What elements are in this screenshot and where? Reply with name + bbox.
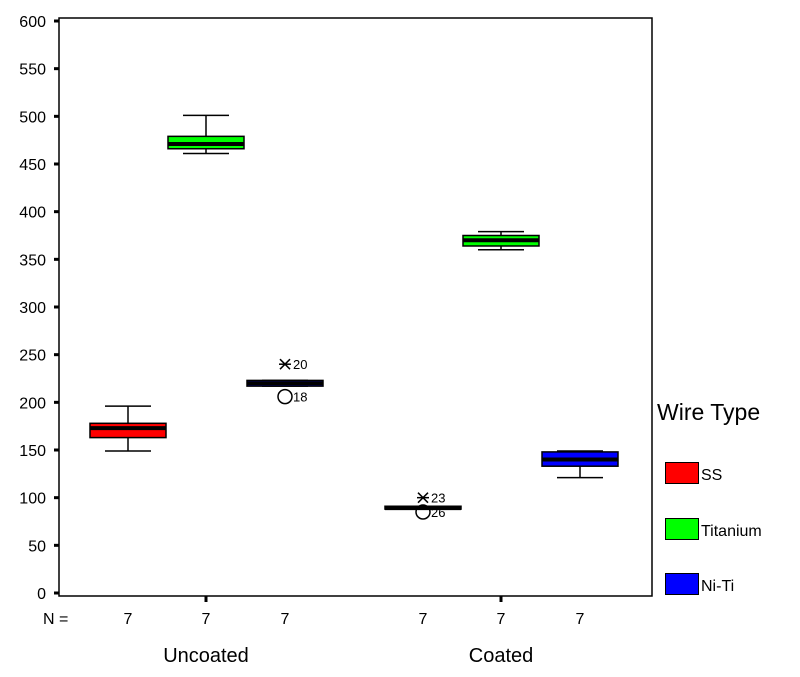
outlier-18	[277, 388, 293, 405]
y-axis: 0 50 100 150 200 250 300 350 400 450 500 550 600	[19, 14, 503, 603]
box-iqr	[89, 422, 167, 439]
legend-swatch-ss	[665, 462, 699, 484]
group-label-coated: Coated	[469, 645, 534, 667]
y-tick-label-100: 100	[19, 491, 46, 508]
n-value: 7	[497, 611, 506, 628]
y-tick-label-600: 600	[19, 14, 46, 31]
y-tick-label-550: 550	[19, 62, 46, 79]
outlier-extreme-20	[279, 358, 291, 370]
plot-frame	[58, 17, 653, 597]
n-value: 7	[419, 611, 428, 628]
n-value: 7	[202, 611, 211, 628]
box-coated-ni-ti	[541, 450, 619, 479]
n-label: N =	[43, 611, 68, 628]
box-uncoated-ss	[89, 405, 167, 452]
outlier-label-26: 26	[431, 505, 445, 520]
y-tick-label-0: 0	[37, 586, 46, 603]
y-tick-label-450: 450	[19, 157, 46, 174]
legend-swatch-ni-ti	[665, 573, 699, 595]
legend-label-ss: SS	[701, 467, 723, 484]
n-value: 7	[124, 611, 133, 628]
box-coated-titanium	[462, 230, 540, 251]
n-value: 7	[281, 611, 290, 628]
legend-item-ni-ti: Ni-Ti	[665, 573, 734, 595]
n-row: N = 7 7 7 7 7 7	[43, 611, 585, 628]
legend-swatch-titanium	[665, 518, 699, 540]
legend-label-titanium: Titanium	[701, 523, 762, 540]
outlier-26	[415, 504, 431, 520]
group-labels: Uncoated Coated	[163, 645, 533, 667]
legend-item-titanium: Titanium	[665, 518, 762, 540]
y-tick-label-300: 300	[19, 300, 46, 317]
n-value: 7	[576, 611, 585, 628]
outlier-label-20: 20	[293, 357, 307, 372]
y-tick-label-250: 250	[19, 348, 46, 365]
y-tick-label-350: 350	[19, 252, 46, 269]
group-label-uncoated: Uncoated	[163, 645, 249, 667]
outlier-label-23: 23	[431, 491, 445, 506]
outlier-label-18: 18	[293, 390, 307, 405]
y-tick-label-50: 50	[28, 538, 46, 555]
outlier-extreme-23	[417, 492, 429, 504]
legend-item-ss: SS	[665, 462, 722, 484]
y-tick-label-150: 150	[19, 443, 46, 460]
legend-label-ni-ti: Ni-Ti	[701, 578, 735, 595]
y-tick-label-400: 400	[19, 205, 46, 222]
legend-title: Wire Type	[657, 399, 761, 425]
y-tick-label-200: 200	[19, 395, 46, 412]
box-uncoated-titanium	[167, 114, 245, 155]
y-tick-label-500: 500	[19, 109, 46, 126]
